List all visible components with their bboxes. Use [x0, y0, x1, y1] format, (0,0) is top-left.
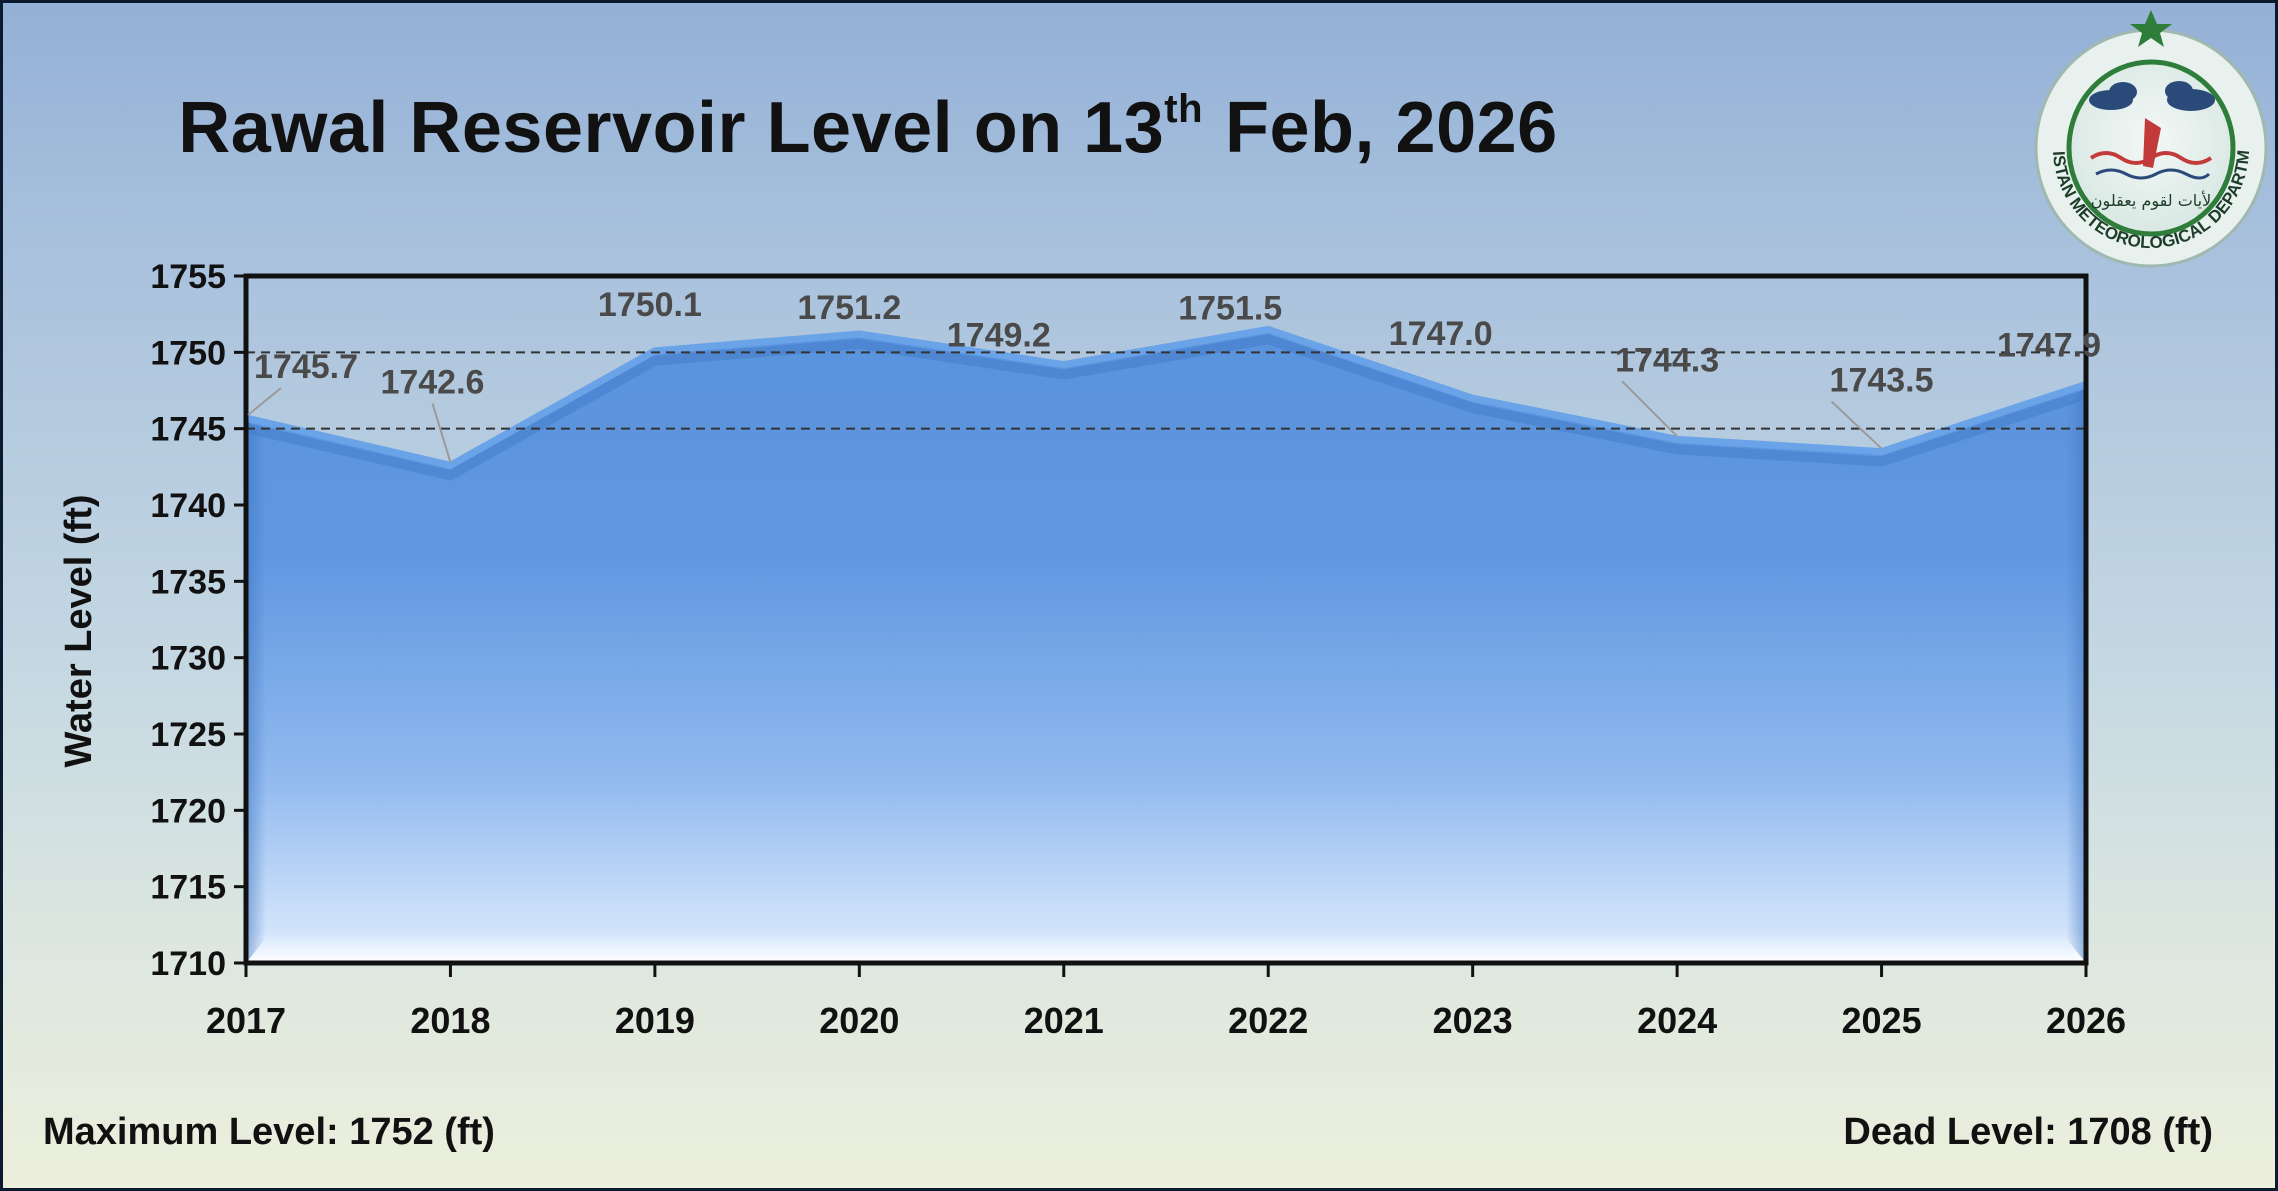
title-main: Rawal Reservoir Level on 13	[178, 88, 1165, 168]
data-label: 1750.1	[598, 286, 702, 324]
area-side-right	[2066, 384, 2086, 964]
data-label-leader	[431, 403, 452, 463]
y-tick-label: 1735	[150, 563, 226, 601]
logo-urdu-text: لأيات لقوم يعقلون	[2091, 190, 2211, 211]
y-tick-label: 1750	[150, 334, 226, 372]
x-tick-label: 2024	[1637, 1000, 1717, 1041]
x-tick-label: 2025	[1842, 1000, 1922, 1041]
plot-border	[243, 273, 2089, 966]
x-tick-label: 2020	[819, 1000, 899, 1041]
x-tick-label: 2026	[2046, 1000, 2126, 1041]
y-tick-label: 1730	[150, 640, 226, 678]
area-side-left	[246, 417, 266, 964]
x-tick-label: 2022	[1228, 1000, 1308, 1041]
data-label: 1747.9	[1997, 326, 2101, 364]
x-tick-label: 2021	[1024, 1000, 1104, 1041]
dead-level-note: Dead Level: 1708 (ft)	[1843, 1111, 2213, 1153]
pmd-logo: PAKISTAN METEOROLOGICAL DEPARTMENT لأيات…	[2034, 10, 2268, 268]
data-label: 1749.2	[947, 317, 1051, 355]
title-rest: Feb, 2026	[1225, 88, 1558, 168]
plot-layer: 1710 1715 1720 1725 1730 1735 1740 1745 1750 1755…	[150, 258, 2126, 1041]
wave-icon	[2089, 151, 2213, 165]
data-label: 1747.0	[1389, 315, 1493, 353]
data-label: 1751.5	[1178, 289, 1282, 327]
data-label: 1745.7	[254, 348, 358, 386]
y-tick-label: 1710	[150, 945, 226, 983]
data-label: 1742.6	[380, 363, 484, 401]
area-fill	[246, 329, 2086, 963]
chart-title: Rawal Reservoir Level on 13th Feb, 2026	[3, 87, 1733, 169]
cloud-icon	[2089, 81, 2215, 111]
x-tick-label: 2023	[1433, 1000, 1513, 1041]
data-label: 1744.3	[1615, 341, 1719, 379]
y-tick-label: 1745	[150, 411, 226, 449]
y-tick-label: 1740	[150, 487, 226, 525]
data-label: 1751.2	[797, 289, 901, 327]
y-tick-label: 1755	[150, 258, 226, 296]
anemometer-icon	[2143, 118, 2161, 168]
area-depth-edge	[244, 334, 2088, 481]
series-line	[245, 325, 2088, 469]
y-tick-label: 1720	[150, 792, 226, 830]
data-label: 1743.5	[1830, 362, 1934, 400]
y-axis-title: Water Level (ft)	[58, 494, 100, 767]
chart-area: 1710 1715 1720 1725 1730 1735 1740 1745 1750 1755…	[58, 10, 2268, 1041]
star-icon	[2130, 10, 2172, 47]
title-superscript: th	[1164, 87, 1204, 131]
data-label-leader	[1830, 400, 1883, 450]
data-label-leader	[247, 387, 282, 416]
y-tick-label: 1725	[150, 716, 226, 754]
y-tick-label: 1715	[150, 869, 226, 907]
x-tick-label: 2017	[206, 1000, 286, 1041]
x-tick-label: 2019	[615, 1000, 695, 1041]
data-label-leader	[1621, 380, 1678, 438]
x-tick-label: 2018	[410, 1000, 490, 1041]
maximum-level-note: Maximum Level: 1752 (ft)	[43, 1111, 495, 1153]
